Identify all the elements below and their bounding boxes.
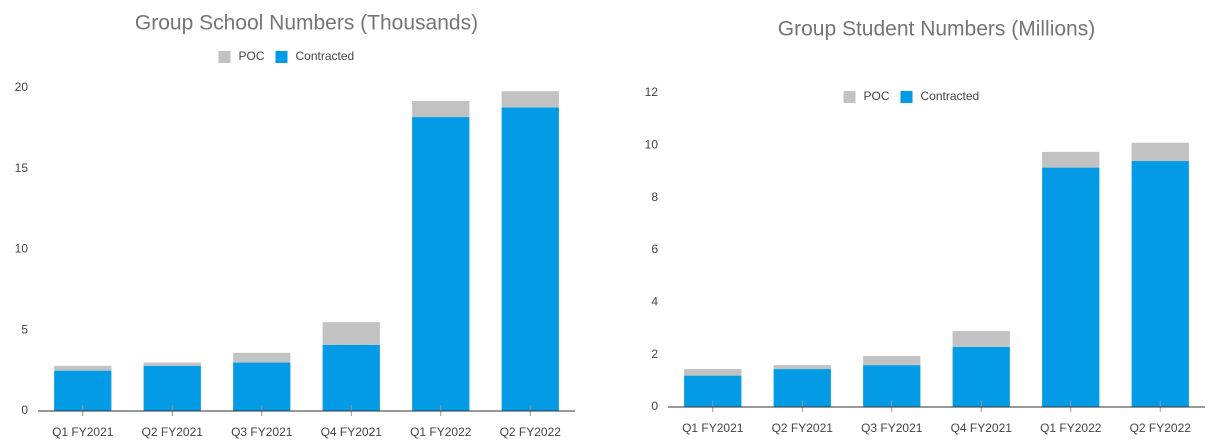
- y-tick-label: 0: [651, 399, 658, 413]
- bar-segment: [233, 362, 291, 411]
- bar-segment: [863, 355, 921, 366]
- x-tick-label: Q3 FY2021: [861, 421, 923, 435]
- bar-segment: [233, 352, 291, 363]
- chart-title: Group Student Numbers (Millions): [778, 18, 1095, 41]
- x-tick-label: Q2 FY2022: [1130, 421, 1192, 435]
- x-tick-label: Q2 FY2021: [142, 425, 204, 439]
- y-tick-label: 6: [651, 242, 658, 256]
- legend-swatch: [843, 91, 856, 103]
- bar-segment: [54, 365, 112, 371]
- bar-segment: [322, 344, 380, 411]
- x-tick-label: Q3 FY2021: [231, 425, 293, 439]
- y-tick-label: 10: [15, 242, 29, 256]
- y-tick-label: 8: [651, 190, 658, 204]
- legend-label: POC: [239, 49, 265, 63]
- bar-segment: [501, 107, 559, 411]
- bar-segment: [684, 369, 742, 376]
- bar-segment: [773, 369, 831, 407]
- chart-title: Group School Numbers (Thousands): [135, 12, 478, 35]
- legend-label: POC: [864, 89, 890, 103]
- x-tick-label: Q4 FY2021: [321, 425, 383, 439]
- x-tick-label: Q4 FY2021: [951, 421, 1013, 435]
- bar-segment: [412, 100, 470, 118]
- legend-swatch: [900, 91, 913, 103]
- y-tick-label: 15: [15, 161, 29, 175]
- x-tick-label: Q1 FY2021: [52, 425, 114, 439]
- legend-swatch: [275, 51, 288, 63]
- bar-segment: [1131, 161, 1189, 407]
- bar-segment: [412, 117, 470, 411]
- x-tick-label: Q1 FY2022: [1040, 421, 1102, 435]
- legend-swatch: [218, 51, 231, 63]
- bar-segment: [952, 346, 1010, 407]
- bar-segment: [1042, 167, 1100, 407]
- bar-segment: [863, 365, 921, 407]
- y-tick-label: 20: [15, 80, 29, 94]
- x-tick-label: Q2 FY2021: [772, 421, 834, 435]
- y-tick-label: 10: [645, 138, 659, 152]
- y-tick-label: 0: [21, 403, 28, 417]
- legend-label: Contracted: [296, 49, 355, 63]
- x-tick-label: Q2 FY2022: [500, 425, 562, 439]
- x-tick-label: Q1 FY2021: [682, 421, 744, 435]
- y-tick-label: 4: [651, 295, 658, 309]
- bar-segment: [143, 365, 201, 411]
- bar-segment: [143, 362, 201, 366]
- x-tick-label: Q1 FY2022: [410, 425, 472, 439]
- bar-segment: [1042, 151, 1100, 168]
- y-tick-label: 5: [21, 322, 28, 336]
- legend-label: Contracted: [921, 89, 980, 103]
- y-tick-label: 2: [651, 347, 658, 361]
- bar-segment: [952, 331, 1010, 347]
- bar-segment: [322, 322, 380, 345]
- bar-segment: [773, 365, 831, 370]
- y-tick-label: 12: [645, 85, 659, 99]
- bar-segment: [1131, 142, 1189, 162]
- bar-segment: [501, 91, 559, 108]
- bar-segment: [54, 370, 112, 411]
